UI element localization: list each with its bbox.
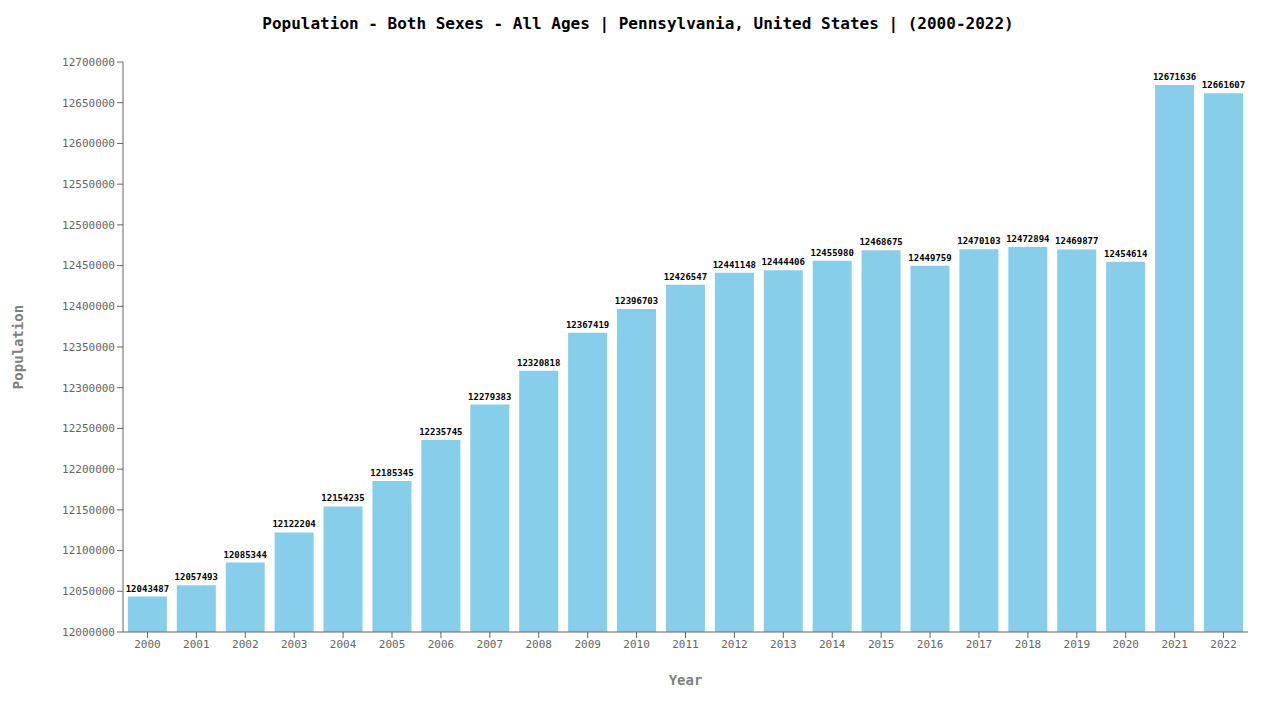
svg-text:12450000: 12450000: [62, 259, 115, 272]
svg-text:12320818: 12320818: [517, 358, 560, 368]
svg-text:12000000: 12000000: [62, 626, 115, 639]
svg-text:12350000: 12350000: [62, 341, 115, 354]
svg-text:2019: 2019: [1064, 638, 1091, 651]
svg-text:12454614: 12454614: [1104, 249, 1148, 259]
svg-text:12470103: 12470103: [957, 236, 1000, 246]
svg-text:12050000: 12050000: [62, 585, 115, 598]
svg-text:12700000: 12700000: [62, 56, 115, 69]
svg-text:12500000: 12500000: [62, 219, 115, 232]
svg-text:12671636: 12671636: [1153, 72, 1196, 82]
svg-text:2016: 2016: [917, 638, 944, 651]
svg-text:12441148: 12441148: [713, 260, 756, 270]
svg-text:Population: Population: [10, 305, 26, 389]
svg-text:12200000: 12200000: [62, 463, 115, 476]
svg-text:12472894: 12472894: [1006, 234, 1050, 244]
svg-text:12185345: 12185345: [370, 468, 413, 478]
svg-text:12250000: 12250000: [62, 422, 115, 435]
svg-text:12300000: 12300000: [62, 382, 115, 395]
svg-text:12150000: 12150000: [62, 504, 115, 517]
svg-text:2013: 2013: [770, 638, 797, 651]
svg-text:2022: 2022: [1210, 638, 1237, 651]
svg-text:12444406: 12444406: [762, 257, 805, 267]
svg-text:2011: 2011: [672, 638, 699, 651]
svg-text:2018: 2018: [1015, 638, 1042, 651]
svg-text:2007: 2007: [477, 638, 504, 651]
svg-text:12057493: 12057493: [175, 572, 218, 582]
svg-text:2002: 2002: [232, 638, 259, 651]
svg-text:2010: 2010: [623, 638, 650, 651]
html-text:Population - Both Sexes - All: Population - Both Sexes - All Ages | Pen…: [262, 14, 1014, 33]
svg-text:2008: 2008: [526, 638, 553, 651]
svg-text:12650000: 12650000: [62, 97, 115, 110]
svg-text:2000: 2000: [134, 638, 161, 651]
svg-text:2009: 2009: [574, 638, 601, 651]
svg-text:12279383: 12279383: [468, 392, 511, 402]
svg-text:12550000: 12550000: [62, 178, 115, 191]
svg-text:2021: 2021: [1161, 638, 1188, 651]
svg-text:2017: 2017: [966, 638, 993, 651]
svg-text:12661607: 12661607: [1202, 80, 1245, 90]
svg-text:Year: Year: [669, 672, 703, 688]
svg-text:12367419: 12367419: [566, 320, 609, 330]
svg-text:2020: 2020: [1112, 638, 1139, 651]
svg-text:12449759: 12449759: [908, 253, 951, 263]
svg-text:12235745: 12235745: [419, 427, 462, 437]
svg-text:12396703: 12396703: [615, 296, 658, 306]
svg-text:2014: 2014: [819, 638, 846, 651]
svg-text:12043487: 12043487: [126, 584, 169, 594]
svg-text:12469877: 12469877: [1055, 236, 1098, 246]
svg-text:2004: 2004: [330, 638, 357, 651]
svg-text:12468675: 12468675: [859, 237, 902, 247]
svg-text:12100000: 12100000: [62, 544, 115, 557]
svg-text:2005: 2005: [379, 638, 406, 651]
svg-text:2003: 2003: [281, 638, 308, 651]
svg-text:12600000: 12600000: [62, 137, 115, 150]
svg-text:2015: 2015: [868, 638, 895, 651]
svg-text:12426547: 12426547: [664, 272, 707, 282]
svg-text:2006: 2006: [428, 638, 455, 651]
svg-text:12085344: 12085344: [224, 550, 268, 560]
svg-text:2012: 2012: [721, 638, 748, 651]
svg-text:12400000: 12400000: [62, 300, 115, 313]
svg-text:2001: 2001: [183, 638, 210, 651]
svg-text:12122204: 12122204: [272, 519, 316, 529]
svg-text:12455980: 12455980: [810, 248, 853, 258]
svg-text:12154235: 12154235: [321, 493, 364, 503]
